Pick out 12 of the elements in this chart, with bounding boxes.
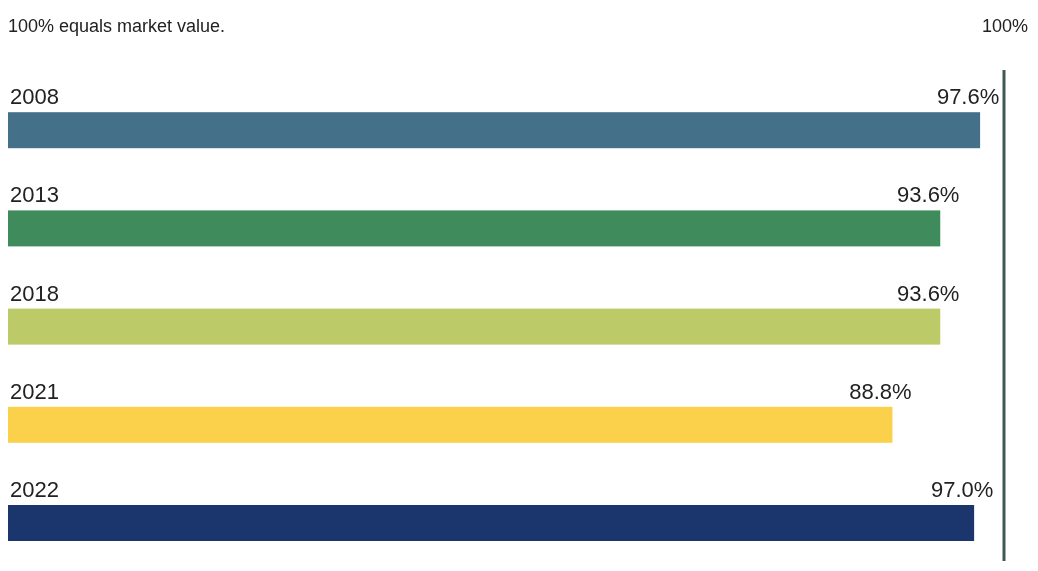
data-label: 97.0% (930, 477, 994, 502)
ref-line-label: 100% (981, 16, 1028, 36)
data-label: 97.6% (936, 84, 1000, 110)
data-label: 88.8% (849, 378, 912, 404)
y-tick-label: 2013 (10, 182, 59, 208)
y-tick-label: 2018 (10, 280, 59, 306)
data-label: 93.6% (897, 280, 960, 306)
y-tick-label: 2008 (10, 84, 59, 110)
chart-subtitle: 100% equals market value. (8, 16, 226, 36)
y-tick-label: 2021 (10, 378, 59, 404)
data-label: 93.6% (897, 182, 960, 208)
y-tick-label: 2022 (10, 477, 59, 502)
